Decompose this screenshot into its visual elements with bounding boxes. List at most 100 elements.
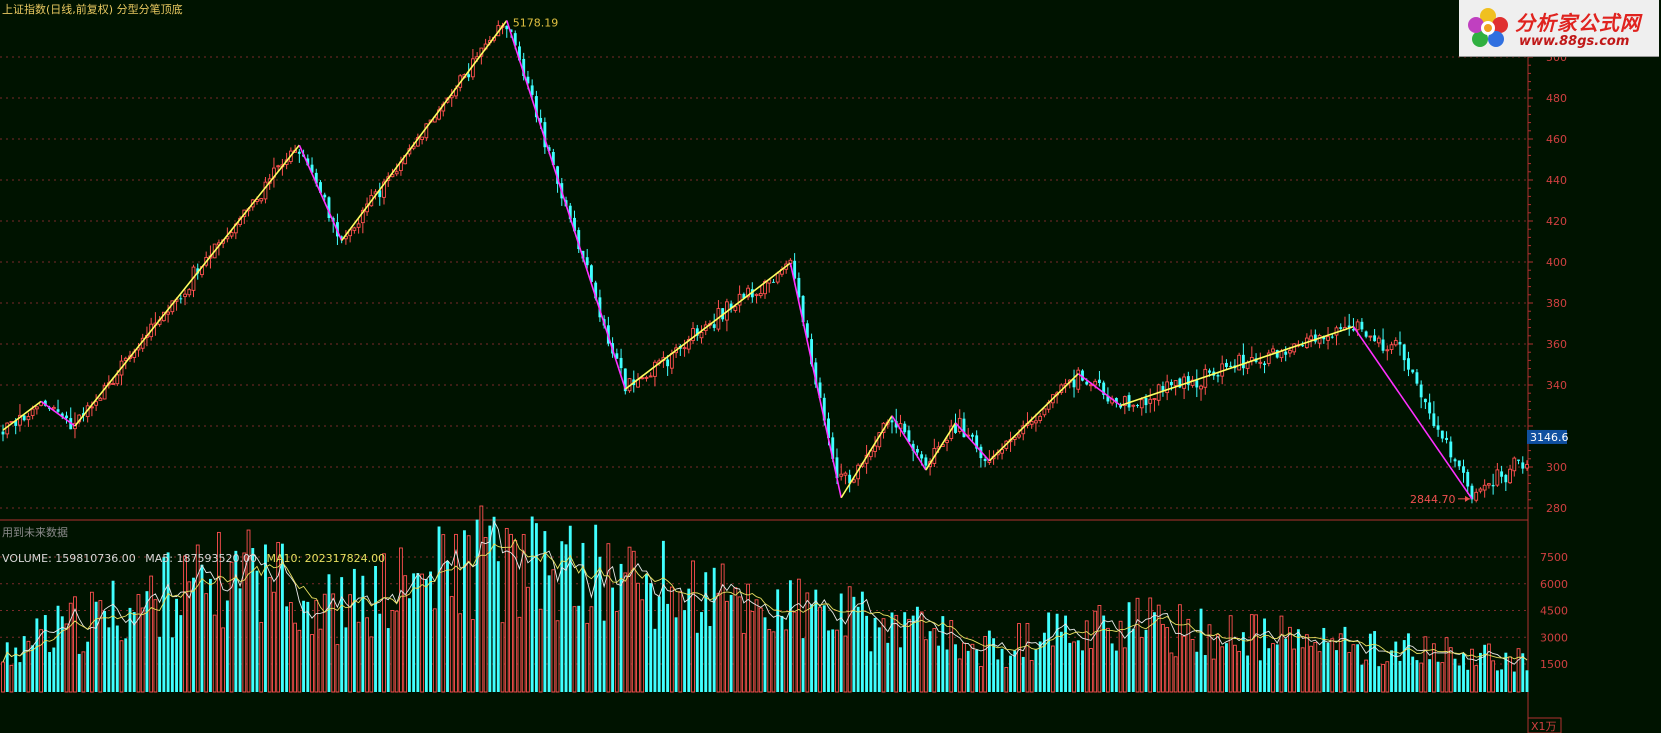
- volume-bar-down: [107, 627, 111, 692]
- volume-bar-up: [1233, 644, 1237, 693]
- volume-bar-up: [843, 635, 848, 693]
- volume-bar-up: [204, 593, 209, 693]
- volume-bar-down: [35, 618, 39, 692]
- candle-up: [1266, 352, 1271, 364]
- volume-bar-down: [234, 550, 238, 692]
- volume-bar-down: [1127, 602, 1131, 692]
- candle-down: [543, 122, 547, 148]
- candle-up: [1525, 464, 1529, 469]
- candle-up: [1309, 335, 1313, 341]
- volume-bar-down: [1296, 629, 1300, 692]
- volume-bar-down: [653, 628, 657, 692]
- volume-bar-down: [683, 610, 687, 692]
- volume-bar-up: [136, 594, 141, 693]
- volume-bar-down: [903, 612, 907, 692]
- volume-bar-up: [678, 591, 683, 693]
- volume-bar-up: [119, 640, 124, 693]
- volume-bar-up: [399, 547, 403, 693]
- candle-down: [43, 400, 47, 406]
- volume-bar-up: [394, 610, 399, 693]
- candle-down: [534, 96, 538, 118]
- volume-bar-up: [1156, 604, 1161, 693]
- volume-bar-up: [623, 572, 628, 693]
- candle-down: [594, 282, 598, 299]
- volume-bar-down: [475, 519, 479, 692]
- volume-bar-down: [928, 631, 932, 692]
- volume-bar-down: [594, 524, 598, 692]
- volume-bar-up: [1444, 637, 1449, 693]
- volume-bar-up: [310, 634, 314, 693]
- volume-bar-down: [581, 542, 585, 692]
- volume-bar-up: [1017, 623, 1021, 693]
- candle-up: [644, 376, 649, 379]
- volume-bar-down: [1478, 652, 1482, 692]
- volume-bar-up: [98, 600, 103, 693]
- candle-up: [1292, 343, 1297, 353]
- candle-up: [1203, 368, 1208, 388]
- volume-bar-up: [293, 622, 297, 693]
- volume-bar-up: [348, 594, 353, 693]
- up-stroke-line: [1120, 325, 1354, 407]
- candle-down: [1106, 395, 1110, 402]
- volume-bar-up: [322, 593, 327, 693]
- volume-bar-down: [598, 556, 602, 692]
- candle-down: [1415, 372, 1419, 384]
- volume-bar-up: [1423, 636, 1428, 693]
- candle-down: [1470, 485, 1474, 500]
- candle-down: [65, 415, 68, 419]
- volume-bar-down: [937, 645, 941, 692]
- volume-bar-up: [449, 596, 454, 693]
- volume-bar-down: [729, 594, 733, 692]
- candle-down: [801, 295, 805, 323]
- candle-down: [1339, 327, 1343, 329]
- volume-bar-up: [572, 606, 577, 693]
- down-stroke-line: [40, 400, 76, 427]
- volume-bar-down: [175, 598, 179, 692]
- candle-up: [1122, 396, 1127, 406]
- volume-bar-up: [81, 651, 86, 693]
- candle-down: [1402, 344, 1406, 361]
- volume-bar-down: [568, 525, 572, 692]
- volume-bar-up: [627, 546, 632, 693]
- volume-bar-up: [737, 596, 742, 693]
- volume-bar-down: [954, 644, 957, 692]
- candle-up: [754, 293, 759, 296]
- candle-down: [1097, 379, 1101, 384]
- volume-bar-up: [716, 592, 721, 693]
- down-stroke-line: [1077, 373, 1122, 407]
- candle-down: [14, 420, 18, 426]
- volume-bar-down: [602, 620, 606, 692]
- volume-bar-down: [992, 638, 996, 692]
- volume-bar-down: [22, 636, 26, 692]
- candle-down: [805, 323, 809, 338]
- candle-up: [1029, 420, 1034, 425]
- volume-bar-down: [1224, 643, 1228, 692]
- candle-down: [1072, 379, 1076, 388]
- volume-header: VOLUME: 159810736.00 MA5: 187593520.00 M…: [2, 552, 391, 565]
- volume-bar-up: [1309, 645, 1313, 693]
- candle-down: [1284, 351, 1288, 355]
- candle-up: [758, 293, 763, 297]
- volume-bar-down: [886, 642, 890, 692]
- candle-down: [1398, 341, 1402, 345]
- volume-bar-down: [48, 652, 52, 692]
- volume-bar-down: [77, 653, 81, 692]
- volume-bar-down: [831, 629, 835, 692]
- volume-bar-down: [1377, 666, 1381, 692]
- volume-bar-up: [1288, 626, 1292, 693]
- candle-down: [695, 328, 699, 336]
- candle-down: [568, 205, 572, 220]
- volume-bar-up: [187, 581, 192, 693]
- volume-bar-down: [801, 638, 805, 692]
- candle-down: [1436, 425, 1440, 430]
- candle-down: [1364, 331, 1368, 337]
- site-logo[interactable]: 分析家公式网 www.88gs.com: [1459, 0, 1659, 57]
- volume-tick-label: 6000: [1540, 578, 1568, 591]
- future-data-note: 用到未来数据: [2, 526, 68, 539]
- volume-bar-down: [1373, 631, 1377, 692]
- candle-up: [1139, 399, 1144, 409]
- volume-bar-up: [382, 553, 386, 693]
- candle-up: [352, 227, 357, 231]
- volume-bar-down: [645, 573, 648, 692]
- candle-up: [123, 357, 128, 361]
